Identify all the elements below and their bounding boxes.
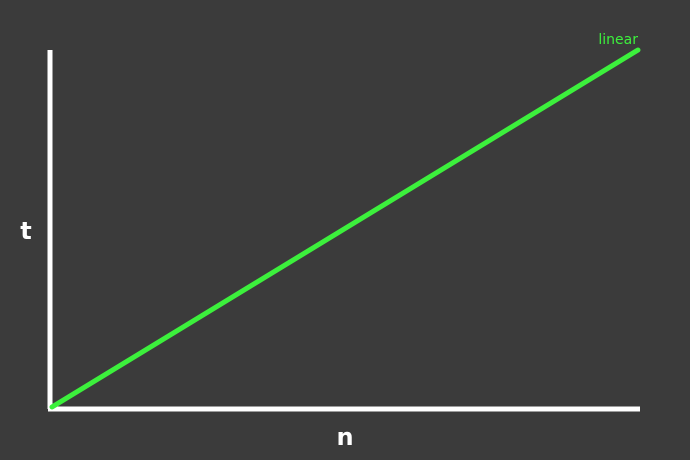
series-label-linear: linear <box>598 32 638 48</box>
series-line-linear <box>49 47 641 410</box>
series-layer: linear <box>49 32 641 410</box>
y-axis-label: t <box>20 217 31 245</box>
x-axis-label: n <box>336 423 353 451</box>
